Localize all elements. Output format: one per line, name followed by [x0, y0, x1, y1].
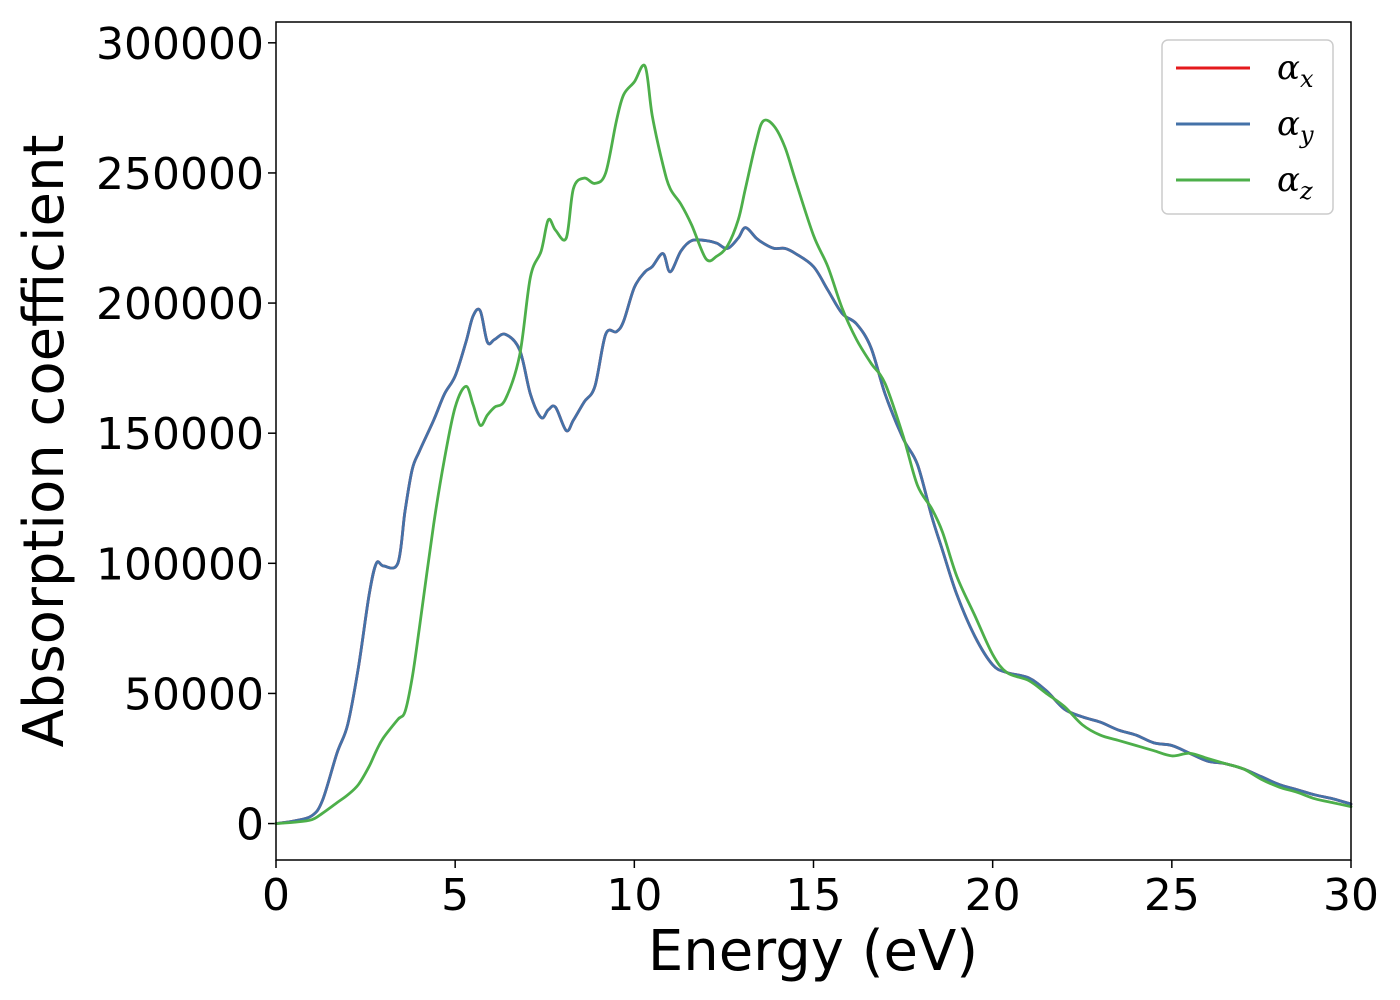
legend-label-symbol: α	[1277, 160, 1300, 200]
x-tick-label: 10	[606, 870, 662, 921]
legend-label-subscript: y	[1299, 121, 1314, 149]
y-tick-label: 50000	[124, 669, 264, 720]
series-line-z	[274, 63, 1353, 825]
legend-label-symbol: α	[1277, 48, 1300, 88]
legend-label-x: αx	[1277, 48, 1314, 93]
y-tick-label: 300000	[96, 19, 264, 70]
legend-label-subscript: x	[1300, 65, 1314, 93]
x-tick-label: 20	[965, 870, 1021, 921]
x-tick-label: 25	[1144, 870, 1200, 921]
x-tick-label: 30	[1323, 870, 1379, 921]
legend-box	[1161, 39, 1334, 215]
plot-frame	[275, 21, 1352, 861]
y-tick-label: 0	[236, 800, 264, 851]
series-line-y	[274, 226, 1353, 825]
x-tick-label: 0	[262, 870, 290, 921]
y-tick-label: 100000	[96, 539, 264, 590]
legend-label-symbol: α	[1277, 104, 1300, 144]
x-tick-label: 15	[786, 870, 842, 921]
legend-label-subscript: z	[1299, 177, 1313, 205]
y-tick-label: 200000	[96, 279, 264, 330]
y-tick-label: 150000	[96, 409, 264, 460]
legend-label-y: αy	[1277, 104, 1314, 149]
x-axis-ticks: 0 5 10 15 20 25 30	[262, 860, 1379, 921]
y-axis-ticks: 0 50000 100000 150000 200000 250000 300000	[96, 19, 276, 851]
x-axis-title: Energy (eV)	[648, 919, 978, 984]
legend-label-z: αz	[1277, 160, 1313, 205]
y-tick-label: 250000	[96, 149, 264, 200]
series-lines	[274, 63, 1353, 825]
x-tick-label: 5	[441, 870, 469, 921]
y-axis-title: Absorption coefficient	[12, 135, 77, 748]
